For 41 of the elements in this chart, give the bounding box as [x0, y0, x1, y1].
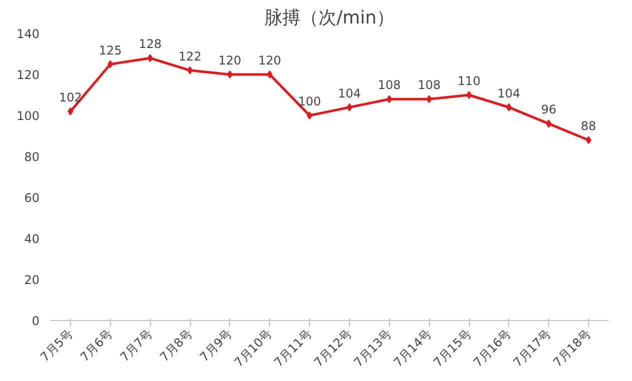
point: [586, 136, 592, 144]
point: [68, 107, 74, 116]
data-label: 108: [378, 78, 401, 92]
data-label: 125: [98, 43, 122, 58]
point: [306, 112, 312, 120]
y-tick-label: 140: [16, 27, 40, 41]
y-tick-label: 100: [16, 109, 40, 123]
y-tick-label: 120: [16, 68, 40, 82]
data-label: 104: [338, 86, 361, 100]
data-label: 128: [138, 37, 162, 52]
point: [546, 120, 552, 128]
y-tick-label: 0: [32, 314, 40, 328]
data-label: 110: [458, 74, 480, 88]
point: [346, 103, 352, 112]
x-tick-label: 7月7号: [117, 326, 156, 364]
data-label: 122: [178, 49, 202, 64]
y-tick-label: 20: [24, 273, 40, 287]
point: [506, 103, 512, 112]
data-label: 100: [298, 94, 322, 108]
y-tick-label: 80: [24, 150, 40, 164]
data-label: 96: [541, 102, 556, 117]
point: [227, 70, 233, 78]
chart-title: 脉搏（次/min）: [264, 8, 395, 28]
data-label: 88: [580, 119, 596, 134]
x-tick-label: 7月5号: [38, 326, 76, 364]
point: [107, 60, 114, 68]
y-tick-label: 60: [24, 191, 40, 205]
data-label: 120: [258, 54, 282, 68]
point: [466, 91, 472, 99]
data-label: 102: [58, 90, 82, 104]
x-tick-label: 7月8号: [157, 326, 195, 364]
x-tick-label: 7月6号: [78, 326, 116, 364]
point: [386, 95, 392, 104]
point: [426, 95, 432, 104]
data-label: 104: [497, 86, 520, 100]
data-label: 108: [418, 78, 441, 92]
data-label: 120: [218, 54, 242, 68]
point: [266, 70, 273, 78]
y-tick-label: 40: [24, 232, 40, 246]
point: [187, 66, 193, 74]
point: [147, 54, 153, 62]
